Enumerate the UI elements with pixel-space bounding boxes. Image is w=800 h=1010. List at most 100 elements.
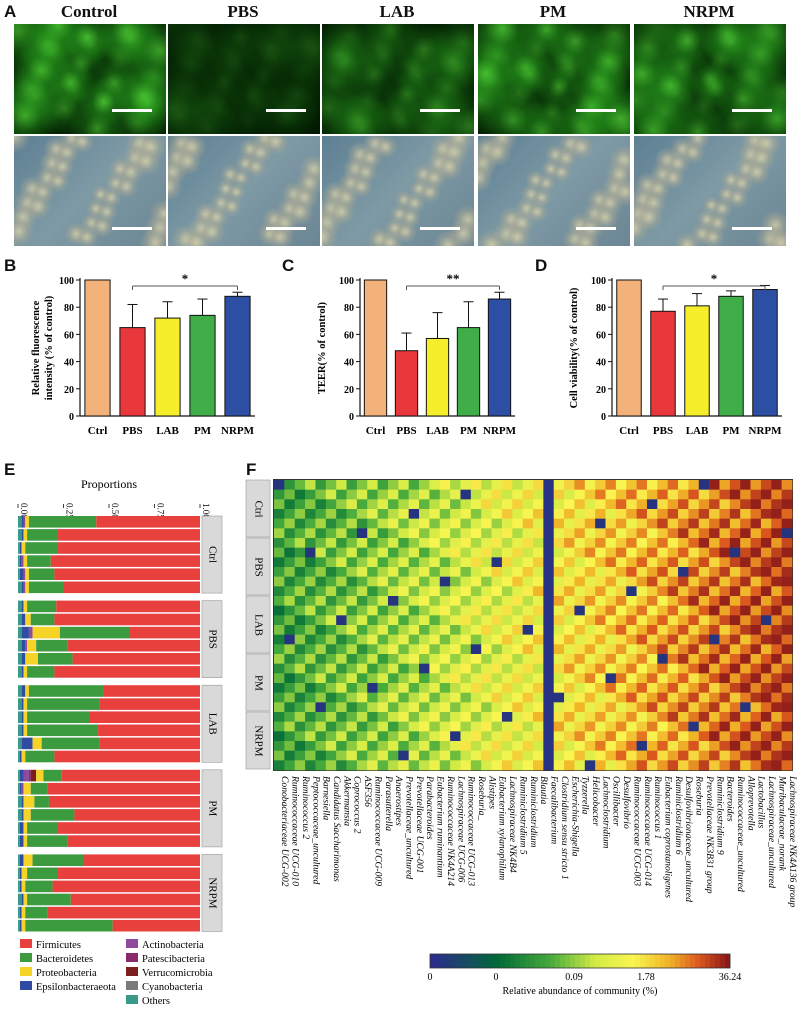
heatmap-cell: [688, 634, 700, 645]
heatmap-cell: [429, 615, 441, 626]
heatmap-cell: [305, 673, 316, 684]
heatmap-cell: [729, 673, 741, 684]
heatmap-cell: [450, 576, 461, 587]
heatmap-cell: [709, 538, 720, 548]
taxon-label: Ruminiclostridium 9: [714, 775, 725, 855]
heatmap-cell: [512, 692, 523, 703]
stack-segment: [54, 666, 201, 678]
heatmap-cell: [294, 567, 306, 577]
heatmap-cell: [377, 538, 389, 548]
heatmap-cell: [491, 673, 503, 684]
heatmap-cell: [387, 634, 399, 645]
heatmap-cell: [408, 499, 420, 510]
heatmap-cell: [315, 644, 327, 655]
y-tick-label: 40: [344, 358, 354, 369]
taxon-label: Desulfovibrio: [621, 775, 632, 829]
heatmap-cell: [584, 741, 596, 751]
image-column-title: NRPM: [683, 2, 735, 21]
colorbar-segment: [650, 954, 656, 968]
heatmap-cell: [377, 712, 389, 722]
heatmap-cell: [336, 760, 347, 771]
heatmap-cell: [387, 731, 399, 742]
heatmap-cell: [491, 654, 503, 664]
heatmap-cell: [781, 586, 793, 597]
heatmap-cell: [543, 673, 555, 684]
heatmap-cell: [356, 499, 368, 510]
heatmap-cell: [419, 721, 430, 732]
heatmap-cell: [294, 509, 306, 519]
heatmap-cell: [481, 760, 492, 771]
y-tick-label: 80: [64, 303, 74, 314]
heatmap-cell: [595, 731, 606, 742]
stack-segment: [52, 880, 200, 893]
heatmap-cell: [636, 489, 648, 500]
heatmap-cell: [429, 760, 441, 771]
stack-segment: [47, 782, 201, 795]
heatmap-cell: [274, 576, 285, 587]
heatmap-cell: [564, 750, 575, 761]
heatmap-cell: [501, 760, 513, 771]
heatmap-cell: [750, 499, 762, 510]
heatmap-cell: [729, 644, 741, 655]
heatmap-cell: [367, 576, 378, 587]
heatmap-cell: [439, 654, 451, 664]
heatmap-cell: [543, 499, 555, 510]
heatmap-cell: [709, 518, 720, 529]
heatmap-cell: [698, 576, 710, 587]
legend-swatch: [126, 953, 138, 962]
heatmap-cell: [522, 499, 534, 510]
heatmap-cell: [646, 615, 658, 626]
heatmap-cell: [429, 547, 441, 558]
heatmap-cell: [771, 692, 782, 703]
legend-swatch: [126, 939, 138, 948]
heatmap-cell: [740, 692, 751, 703]
heatmap-cell: [325, 760, 337, 771]
heatmap-cell: [367, 480, 378, 490]
taxon-label: Roseburia: [694, 775, 705, 816]
taxon-label: Prevotellaceae_uncultured: [404, 775, 415, 879]
stack-segment: [47, 906, 201, 919]
heatmap-cell: [553, 567, 565, 577]
heatmap-cell: [408, 644, 420, 655]
heatmap-cell: [419, 750, 430, 761]
heatmap-cell: [315, 518, 327, 529]
heatmap-cell: [450, 489, 461, 500]
heatmap-cell: [781, 615, 793, 626]
heatmap-cell: [450, 499, 461, 510]
heatmap-cell: [564, 634, 575, 645]
taxon-label: Ruminiclostridium 6: [673, 775, 684, 855]
heatmap-cell: [688, 654, 700, 664]
heatmap-cell: [470, 654, 482, 664]
heatmap-cell: [605, 750, 617, 761]
heatmap-cell: [419, 509, 430, 519]
heatmap-cell: [398, 712, 409, 722]
heatmap-cell: [646, 547, 658, 558]
stack-segment: [21, 600, 24, 613]
heatmap-cell: [501, 712, 513, 722]
heatmap-cell: [501, 518, 513, 529]
heatmap-cell: [470, 750, 482, 761]
group-strip: [245, 537, 271, 596]
heatmap-cell: [491, 760, 503, 771]
heatmap-cell: [781, 721, 793, 732]
x-tick-label: LAB: [426, 425, 449, 437]
heatmap-cell: [729, 634, 741, 645]
heatmap-cell: [481, 750, 492, 761]
heatmap-cell: [636, 499, 648, 510]
heatmap-cell: [336, 712, 347, 722]
taxon-label: Alloprevotella: [745, 775, 756, 831]
heatmap-cell: [356, 644, 368, 655]
y-tick-label: 100: [591, 276, 606, 287]
stack-segment: [18, 835, 20, 847]
heatmap-cell: [315, 509, 327, 519]
stack-segment: [18, 555, 20, 567]
heatmap-cell: [750, 663, 762, 674]
heatmap-cell: [336, 567, 347, 577]
stack-segment: [21, 867, 28, 880]
panel-label-b: B: [4, 256, 17, 275]
heatmap-cell: [356, 586, 368, 597]
heatmap-cell: [605, 586, 617, 597]
heatmap-cell: [626, 750, 637, 761]
heatmap-cell: [398, 567, 409, 577]
heatmap-cell: [595, 499, 606, 510]
